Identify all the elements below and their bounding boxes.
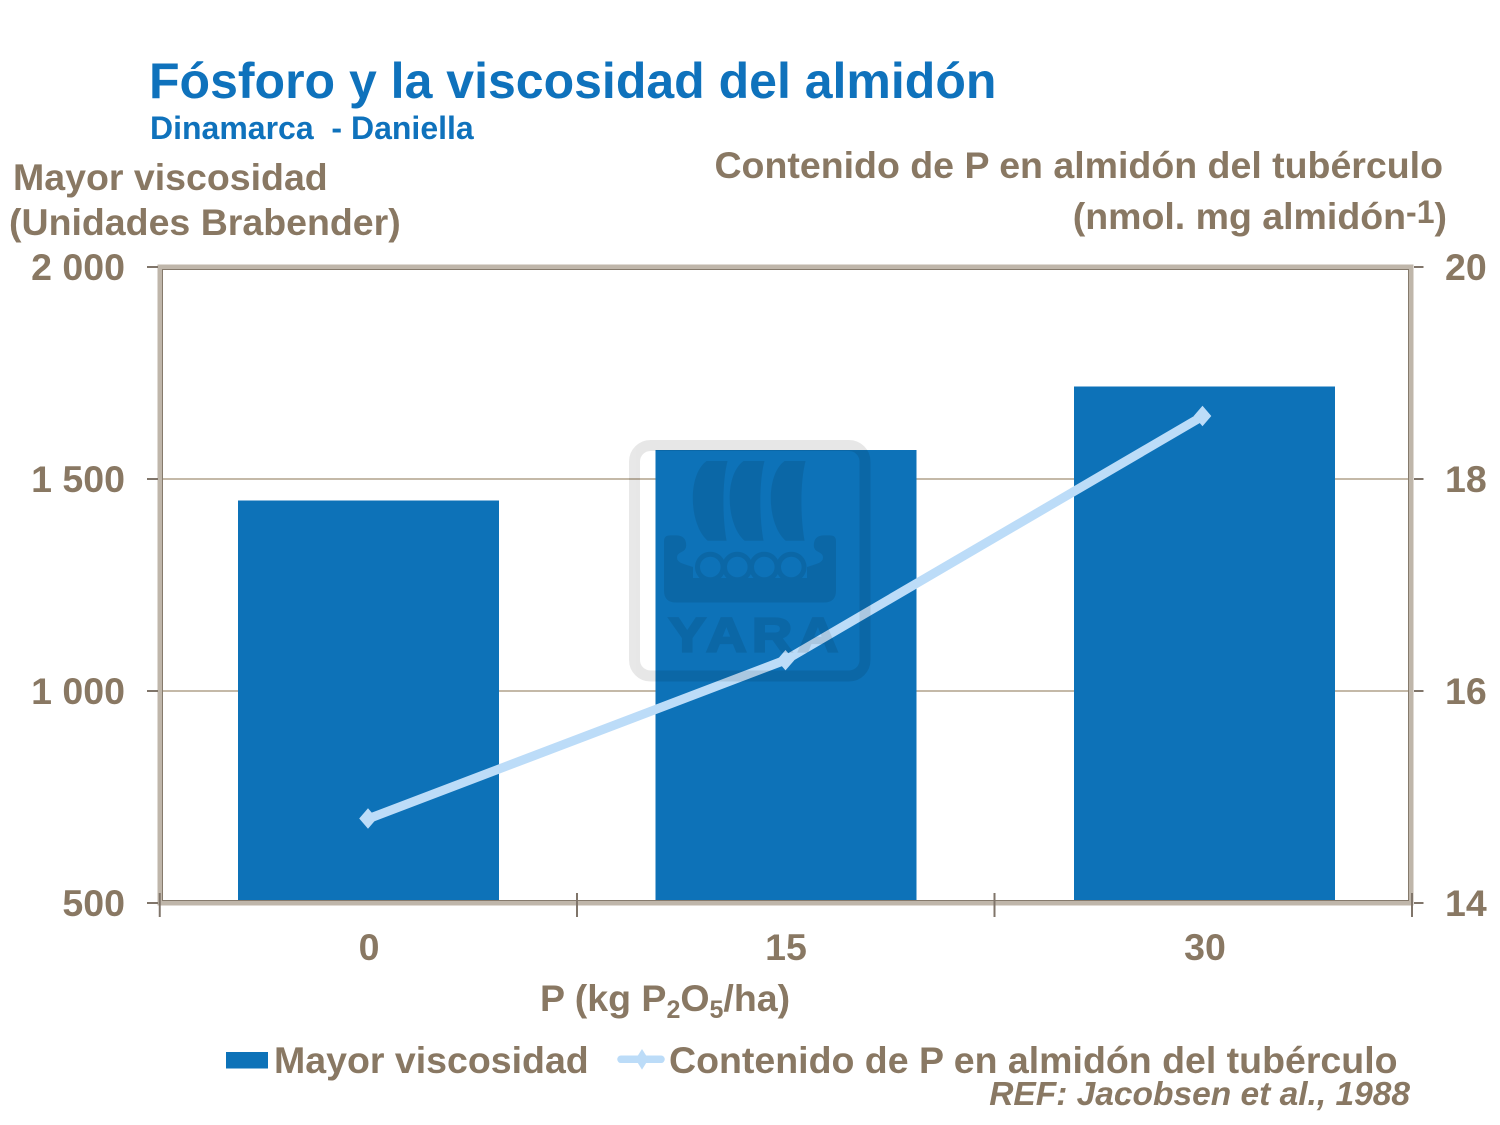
svg-text:YARA: YARA: [669, 609, 844, 662]
